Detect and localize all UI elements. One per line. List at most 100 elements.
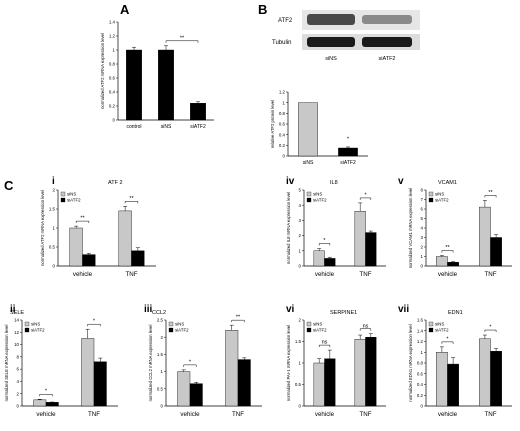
y-tick-label: 1.2 [417,339,424,344]
x-category-label: vehicle [438,271,458,278]
bar [436,352,448,407]
blot-label-tubulin: Tubulin [272,40,291,46]
bar [490,237,502,267]
y-tick-label: 0 [299,404,302,409]
significance-label: * [189,359,192,365]
blot-lane-sins: siNS [325,56,337,62]
significance-label: ** [80,216,85,222]
y-tick-label: 0.4 [109,90,116,95]
y-axis-label: normalized ATF2 mRNA expression level [100,33,105,109]
bar [338,147,358,157]
y-tick-label: 1 [283,100,286,105]
legend-swatch [168,327,174,333]
y-tick-label: 7 [421,197,424,202]
significance-label: * [446,336,449,342]
legend-label: siATF2 [175,328,189,333]
chart-c-vi: 0 0.5 1 1.5 2 normalized PAI-1 mRNA expressio… [286,304,386,418]
legend-label: siATF2 [435,198,449,203]
y-axis-label: normalized VCAM1 mRNA expression level [408,188,413,269]
x-category-label: TNF [88,411,100,418]
bar [81,338,95,407]
y-tick-label: 1 [53,226,56,231]
panel-letter-b: B [258,2,267,17]
bar [82,254,96,267]
significance-bracket [183,364,197,367]
bar [158,49,174,121]
blot-band-tubulin-siatf2 [362,37,412,47]
bar [225,330,239,407]
blot-band-atf2-siatf2 [362,15,412,24]
y-tick-label: 14 [14,318,19,323]
significance-bracket [318,344,331,348]
legend-swatch [428,327,434,333]
panel-letter-a: A [120,2,130,17]
significance-label: ns [363,323,369,329]
y-tick-label: 2 [299,233,302,238]
panel-numeral: iv [286,176,295,187]
bar [298,102,318,157]
x-category-label: vehicle [180,411,200,418]
chart-title: CCL2 [152,310,166,316]
y-tick-label: 5 [299,188,302,193]
significance-bracket [484,195,497,198]
y-axis-label: normalized ATF2 mRNA expression level [40,190,45,266]
legend-swatch [428,321,434,327]
bar [365,232,377,267]
significance-bracket [75,220,90,224]
y-tick-label: 0.4 [279,132,286,137]
legend-label: siATF2 [67,198,81,203]
blot-band-tubulin-sins [307,37,355,47]
bar [324,358,336,407]
x-category-label: control [126,124,141,130]
y-tick-label: 0 [299,264,302,269]
x-category-label: siATF2 [190,124,206,130]
y-tick-label: 1.2 [279,90,286,95]
y-tick-label: 4 [421,226,424,231]
chart-b: 0 0.2 0.4 0.6 0.8 1 1.2 relative ATF2 protein l… [270,90,368,166]
panel-numeral: iii [144,304,153,315]
legend-swatch [306,321,312,327]
y-axis-label: normalized IL8 mRNA expression level [286,192,291,264]
y-axis-label: normalized SELE mRNA expression level [4,325,9,402]
bar [447,363,459,407]
bar [365,337,377,407]
y-tick-label: 1 [421,254,424,259]
legend-label: siNS [175,322,184,327]
bar [490,350,502,407]
significance-label: ** [445,245,450,251]
bar [313,250,325,267]
chart-title: EDN1 [448,310,463,316]
significance-label: ** [129,196,134,202]
y-tick-label: 8 [17,354,20,359]
significance-bracket [39,393,53,397]
y-tick-label: 0 [53,264,56,269]
bar [324,258,336,267]
legend-label: siNS [435,322,444,327]
bar [190,102,206,121]
significance-label: ns [322,340,328,346]
bar [33,399,47,407]
y-tick-label: 0.2 [279,143,286,148]
y-axis-label: relative ATF2 protein level [270,100,275,148]
chart-c-iii: 0 0.5 1 1.5 2 2.5 normalized CCL2 mRNA express… [144,304,262,418]
significance-bracket [318,243,331,246]
x-category-label: TNF [359,271,371,278]
bar [131,250,145,267]
chart-c-iv: 0 1 2 3 4 5 normalized IL8 mRNA expression lev… [286,176,386,278]
y-tick-label: 2 [17,391,20,396]
significance-bracket [165,40,199,43]
y-tick-label: 1.5 [157,352,164,357]
x-category-label: TNF [125,271,137,278]
significance-label: ** [488,190,493,196]
y-tick-label: 6 [17,367,20,372]
bar [189,383,203,407]
y-tick-label: 0 [421,264,424,269]
y-tick-label: 0.8 [417,361,424,366]
y-tick-label: 0.5 [157,386,164,391]
bar [479,338,491,407]
legend-swatch [168,321,174,327]
y-tick-label: 1 [299,361,302,366]
legend-label: siNS [67,192,76,197]
blot-label-atf2: ATF2 [278,18,293,24]
